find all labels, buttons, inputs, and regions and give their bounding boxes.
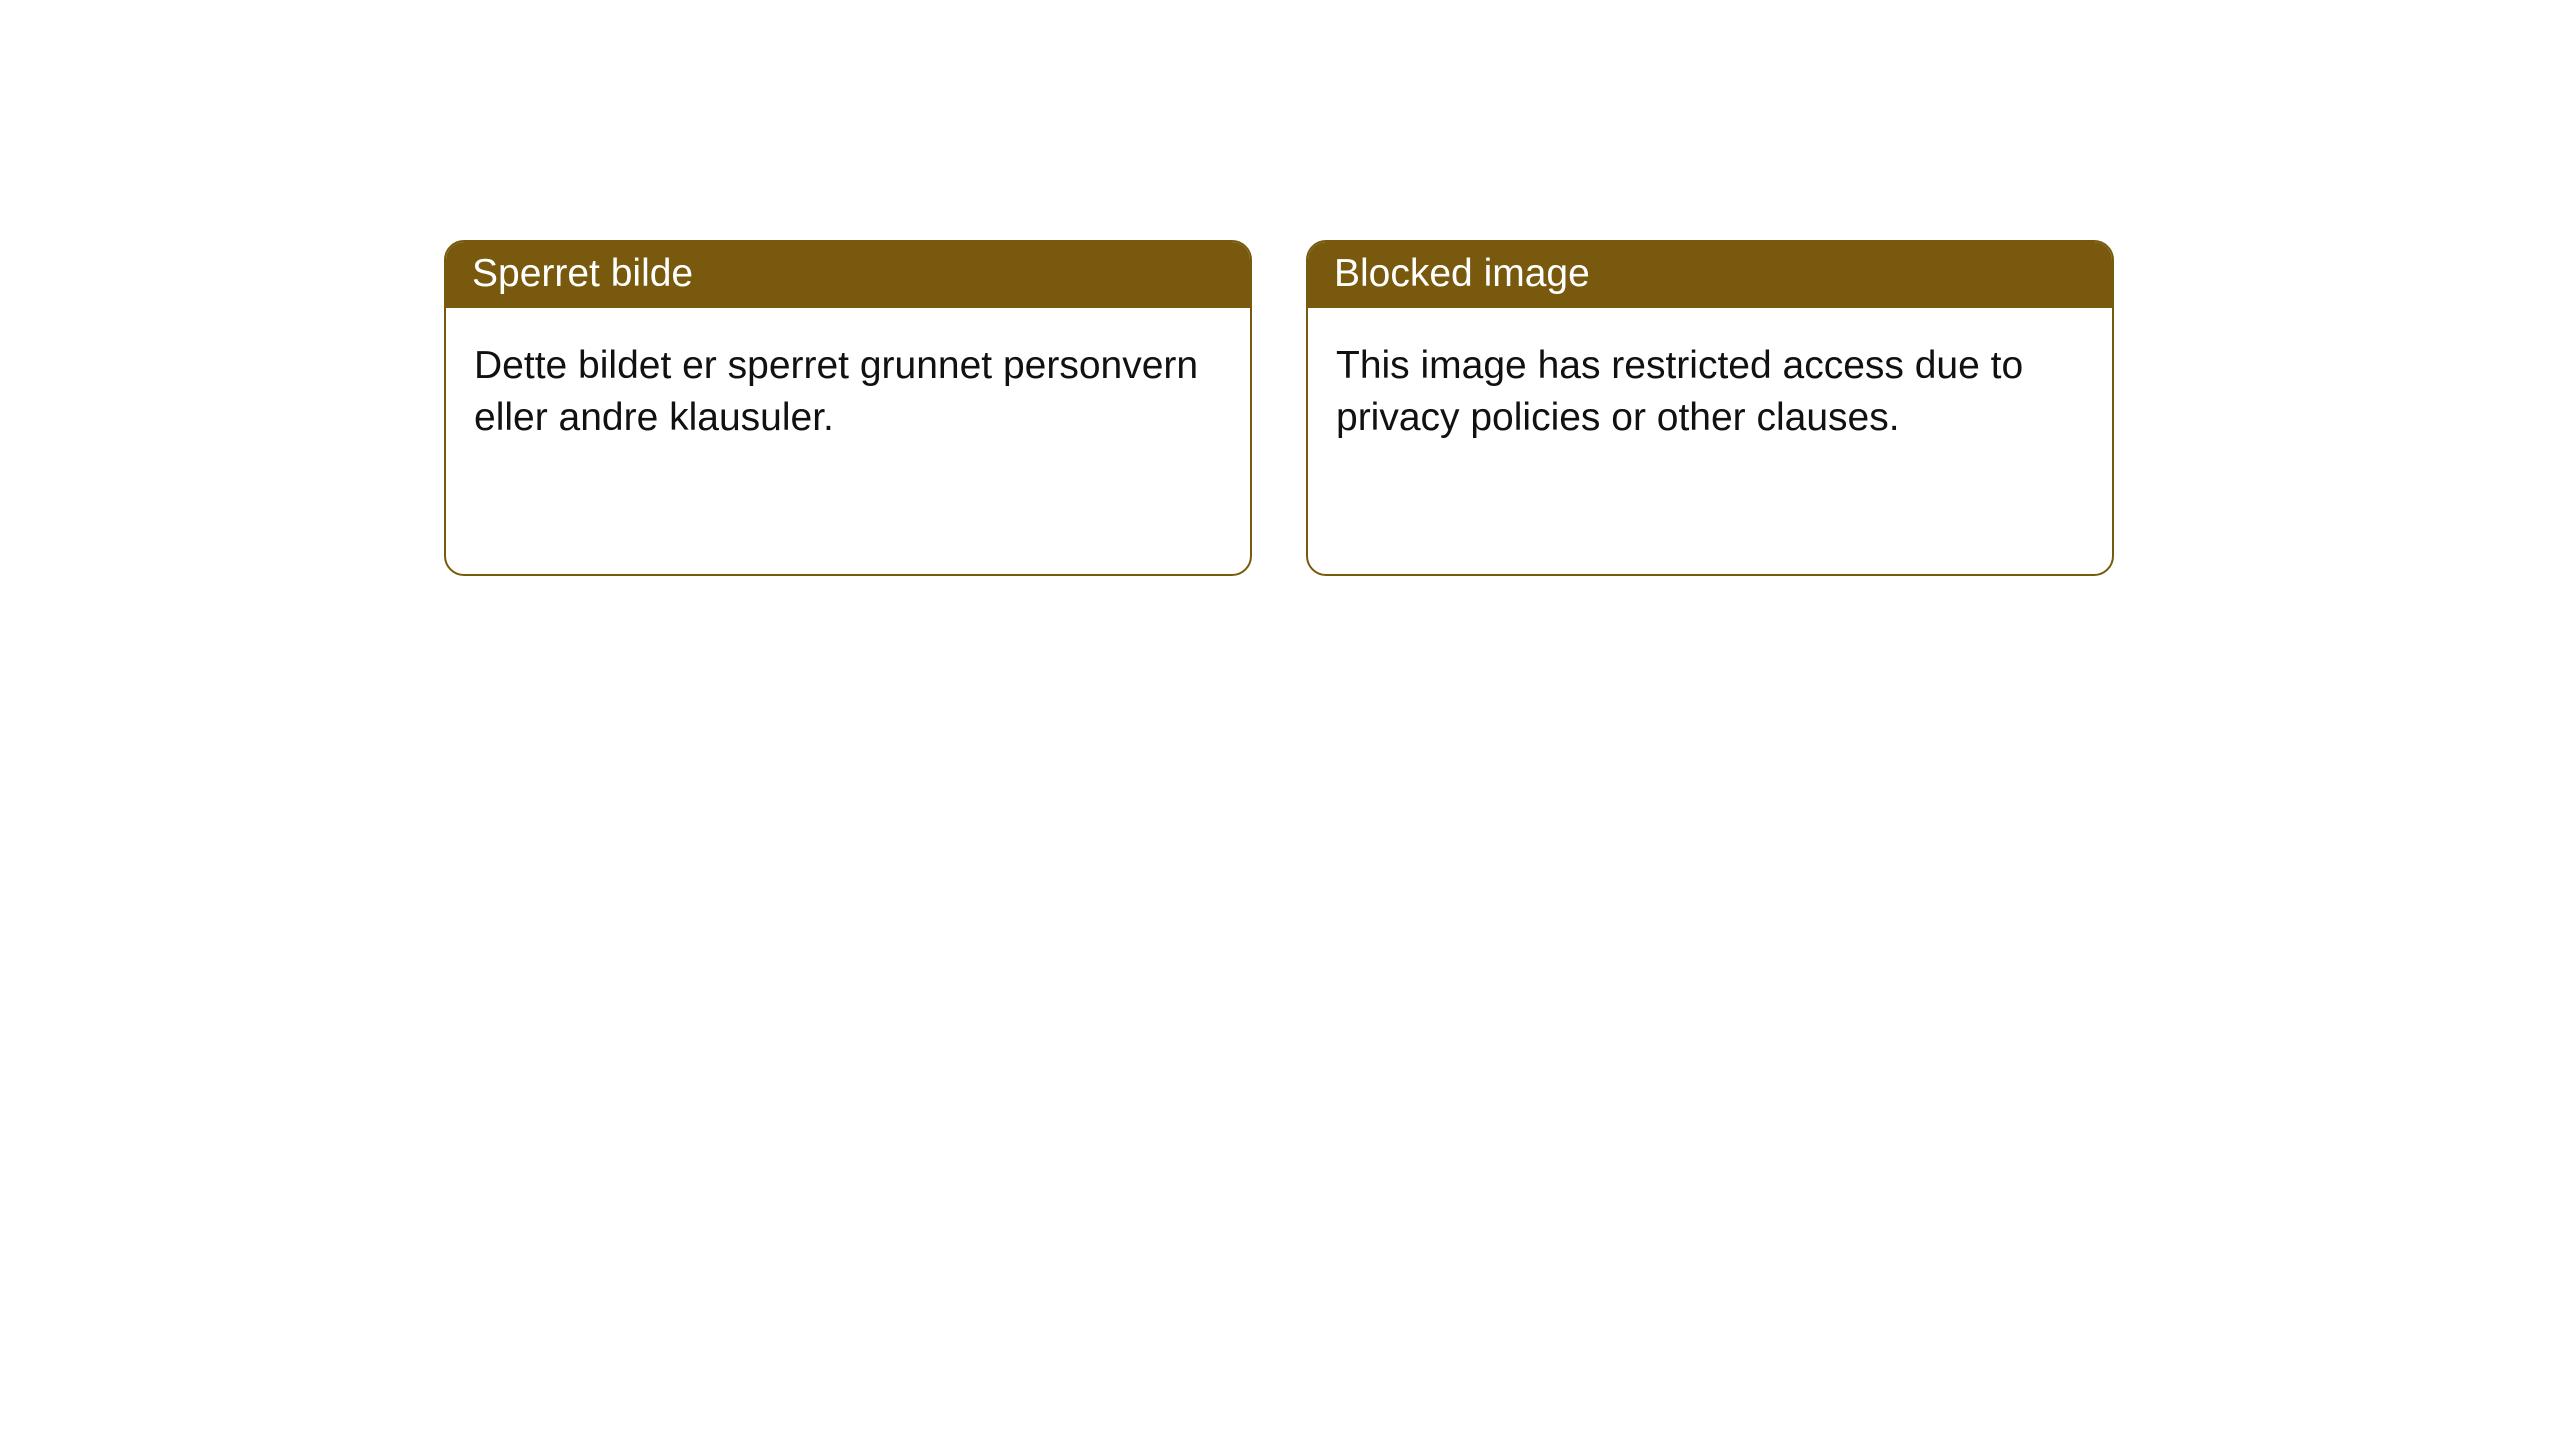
notice-body-en: This image has restricted access due to … bbox=[1308, 308, 2112, 476]
notice-container: Sperret bilde Dette bildet er sperret gr… bbox=[0, 0, 2560, 576]
notice-title-nb: Sperret bilde bbox=[446, 242, 1250, 308]
notice-body-nb: Dette bildet er sperret grunnet personve… bbox=[446, 308, 1250, 476]
notice-card-nb: Sperret bilde Dette bildet er sperret gr… bbox=[444, 240, 1252, 576]
notice-card-en: Blocked image This image has restricted … bbox=[1306, 240, 2114, 576]
notice-title-en: Blocked image bbox=[1308, 242, 2112, 308]
